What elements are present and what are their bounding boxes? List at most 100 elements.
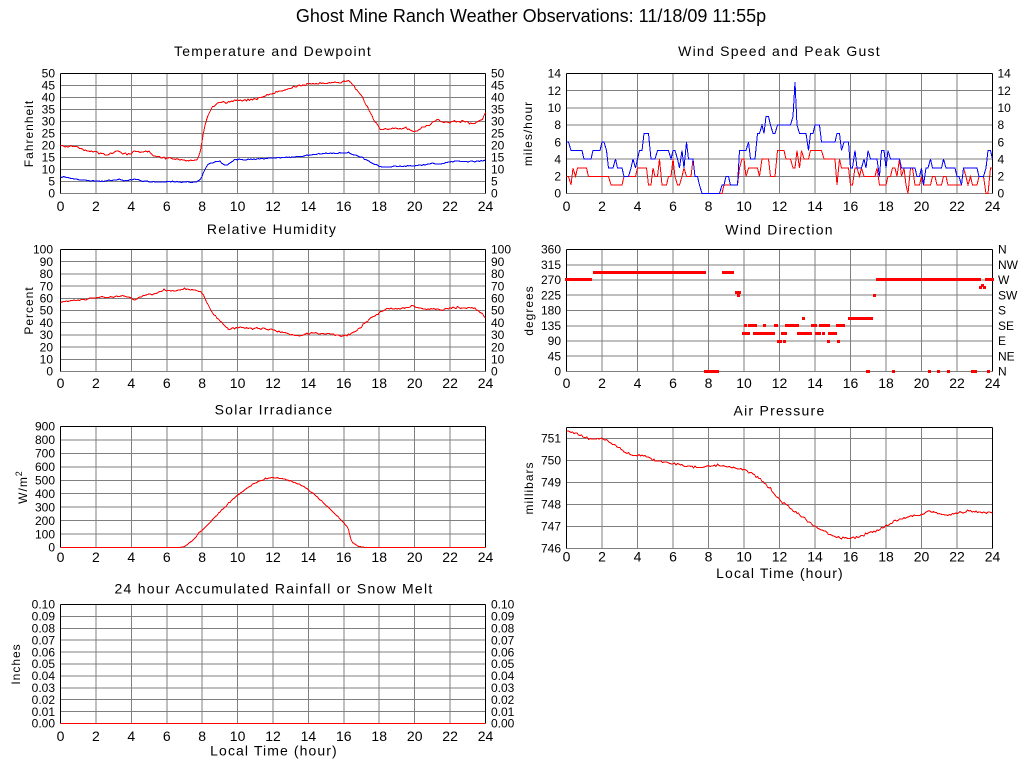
svg-text:12: 12	[265, 198, 281, 214]
svg-text:700: 700	[35, 447, 55, 461]
svg-text:80: 80	[40, 267, 54, 281]
svg-text:100: 100	[491, 243, 511, 257]
svg-text:50: 50	[42, 67, 56, 81]
svg-text:0.07: 0.07	[32, 633, 56, 647]
svg-text:15: 15	[42, 151, 56, 165]
svg-text:0: 0	[554, 365, 561, 379]
svg-text:12: 12	[772, 375, 788, 391]
svg-text:degrees: degrees	[522, 285, 536, 335]
svg-text:18: 18	[878, 375, 894, 391]
svg-text:20: 20	[407, 728, 423, 744]
svg-text:18: 18	[878, 549, 894, 565]
svg-text:50: 50	[40, 304, 54, 318]
svg-text:0.03: 0.03	[32, 681, 56, 695]
svg-text:6: 6	[163, 375, 171, 391]
svg-text:500: 500	[35, 474, 55, 488]
svg-text:14: 14	[301, 375, 317, 391]
svg-text:0: 0	[563, 375, 571, 391]
svg-text:300: 300	[35, 500, 55, 514]
svg-text:Ghost Mine Ranch Weather Obser: Ghost Mine Ranch Weather Observations: 1…	[296, 6, 766, 26]
svg-text:12: 12	[998, 84, 1012, 98]
svg-text:80: 80	[491, 267, 505, 281]
svg-text:30: 30	[491, 328, 505, 342]
svg-text:6: 6	[669, 375, 677, 391]
svg-text:S: S	[998, 304, 1006, 318]
svg-text:22: 22	[442, 728, 458, 744]
svg-text:0.08: 0.08	[491, 622, 515, 636]
svg-text:8: 8	[198, 198, 206, 214]
svg-text:0.05: 0.05	[491, 657, 515, 671]
svg-text:12: 12	[265, 375, 281, 391]
svg-text:20: 20	[407, 198, 423, 214]
svg-text:0.10: 0.10	[32, 598, 56, 612]
svg-text:16: 16	[336, 375, 352, 391]
svg-text:2: 2	[92, 198, 100, 214]
svg-text:10: 10	[40, 353, 54, 367]
svg-text:30: 30	[42, 115, 56, 129]
svg-text:18: 18	[371, 728, 387, 744]
svg-text:600: 600	[35, 460, 55, 474]
svg-text:0.10: 0.10	[491, 598, 515, 612]
svg-text:24 hour Accumulated Rainfall o: 24 hour Accumulated Rainfall or Snow Mel…	[115, 581, 434, 597]
svg-text:millibars: millibars	[522, 461, 536, 514]
svg-text:Solar Irradiance: Solar Irradiance	[215, 402, 334, 418]
svg-text:10: 10	[230, 375, 246, 391]
svg-text:14: 14	[807, 375, 823, 391]
svg-text:14: 14	[301, 549, 317, 565]
svg-text:8: 8	[554, 118, 561, 132]
svg-text:4: 4	[634, 375, 642, 391]
svg-text:0.04: 0.04	[32, 669, 56, 683]
svg-text:10: 10	[736, 375, 752, 391]
svg-text:0.09: 0.09	[32, 610, 56, 624]
svg-text:18: 18	[371, 375, 387, 391]
svg-text:40: 40	[491, 316, 505, 330]
svg-text:35: 35	[491, 103, 505, 117]
svg-text:0.09: 0.09	[491, 610, 515, 624]
svg-text:4: 4	[634, 549, 642, 565]
svg-text:14: 14	[807, 549, 823, 565]
svg-text:6: 6	[163, 728, 171, 744]
svg-text:12: 12	[548, 84, 562, 98]
svg-text:15: 15	[491, 151, 505, 165]
svg-text:2: 2	[92, 375, 100, 391]
svg-text:90: 90	[40, 255, 54, 269]
svg-text:Inches: Inches	[9, 643, 23, 684]
svg-text:22: 22	[442, 549, 458, 565]
svg-text:22: 22	[442, 375, 458, 391]
svg-text:4: 4	[127, 375, 135, 391]
svg-text:5: 5	[48, 175, 55, 189]
svg-text:10: 10	[230, 728, 246, 744]
svg-text:4: 4	[634, 198, 642, 214]
svg-text:315: 315	[541, 258, 561, 272]
svg-text:24: 24	[478, 549, 494, 565]
svg-text:24: 24	[985, 198, 1001, 214]
svg-text:10: 10	[736, 549, 752, 565]
svg-text:90: 90	[491, 255, 505, 269]
svg-text:14: 14	[301, 728, 317, 744]
svg-text:W: W	[998, 273, 1010, 287]
svg-text:0.02: 0.02	[491, 693, 515, 707]
svg-text:NE: NE	[998, 349, 1015, 363]
svg-text:18: 18	[878, 198, 894, 214]
svg-text:12: 12	[265, 728, 281, 744]
svg-text:20: 20	[491, 139, 505, 153]
svg-text:60: 60	[491, 292, 505, 306]
svg-text:Local Time (hour): Local Time (hour)	[210, 743, 338, 759]
svg-text:6: 6	[669, 549, 677, 565]
svg-text:2: 2	[598, 375, 606, 391]
svg-text:0.08: 0.08	[32, 622, 56, 636]
svg-text:Wind Direction: Wind Direction	[725, 222, 834, 238]
svg-text:10: 10	[230, 198, 246, 214]
svg-text:12: 12	[772, 198, 788, 214]
svg-text:0: 0	[48, 541, 55, 555]
svg-text:6: 6	[998, 135, 1005, 149]
svg-text:Local Time (hour): Local Time (hour)	[716, 565, 844, 581]
svg-text:200: 200	[35, 514, 55, 528]
svg-text:6: 6	[163, 198, 171, 214]
svg-text:22: 22	[442, 198, 458, 214]
svg-text:0: 0	[491, 365, 498, 379]
svg-text:8: 8	[198, 549, 206, 565]
svg-text:50: 50	[491, 304, 505, 318]
svg-text:N: N	[998, 243, 1007, 257]
svg-text:225: 225	[541, 288, 561, 302]
